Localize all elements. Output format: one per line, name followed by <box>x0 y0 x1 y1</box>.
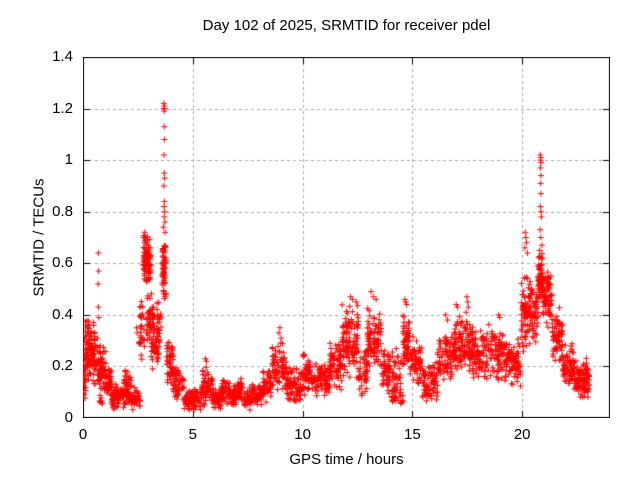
y-tick-label: 1.2 <box>52 99 73 117</box>
y-tick-label: 0.6 <box>52 254 73 272</box>
x-tick-label: 5 <box>188 426 197 443</box>
scatter-canvas <box>83 57 610 418</box>
y-axis-label: SRMTID / TECUs <box>30 57 48 418</box>
y-tick-label: 0.4 <box>52 305 73 323</box>
y-tick-label: 0 <box>64 409 73 426</box>
y-tick-label: 1.4 <box>52 48 73 65</box>
x-tick-label: 20 <box>513 426 531 443</box>
x-axis-label: GPS time / hours <box>289 451 404 468</box>
x-tick-label: 0 <box>78 426 88 443</box>
chart-title: Day 102 of 2025, SRMTID for receiver pde… <box>202 17 491 34</box>
y-axis-label-text: SRMTID / TECUs <box>30 178 48 297</box>
y-tick-label: 1 <box>64 151 73 169</box>
y-tick-label: 0.8 <box>52 202 73 220</box>
plot-area <box>83 57 610 418</box>
y-tick-label: 0.2 <box>52 357 73 375</box>
x-tick-label: 10 <box>294 426 311 443</box>
x-tick-label: 15 <box>404 426 421 443</box>
